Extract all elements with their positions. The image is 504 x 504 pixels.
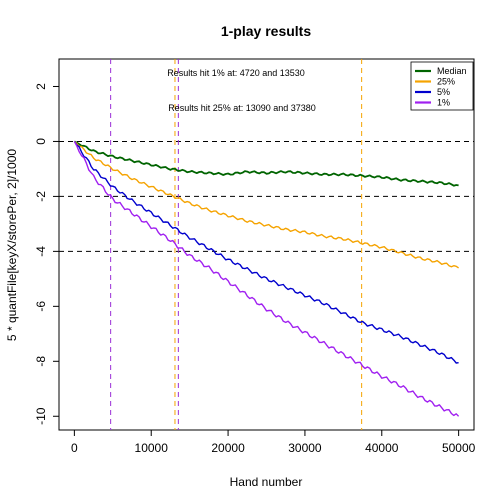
annotation-1pct: Results hit 1% at: 4720 and 13530 xyxy=(167,68,305,78)
series-line-2 xyxy=(73,140,459,269)
x-axis-label: Hand number xyxy=(230,475,303,489)
x-tick-label: 30000 xyxy=(288,441,322,455)
y-axis-label: 5 * quantFile[keyX/storePer, 2]/1000 xyxy=(5,149,19,341)
annotation-25pct: Results hit 25% at: 13090 and 37380 xyxy=(168,103,316,113)
y-tick-label: -4 xyxy=(34,246,48,257)
x-tick-label: 0 xyxy=(71,441,78,455)
y-tick-label: 2 xyxy=(34,83,48,90)
x-tick-label: 50000 xyxy=(442,441,476,455)
series-line-3 xyxy=(73,141,459,364)
y-tick-label: -2 xyxy=(34,191,48,202)
plot-frame xyxy=(58,58,475,431)
x-tick-label: 40000 xyxy=(365,441,399,455)
x-tick-label: 20000 xyxy=(211,441,245,455)
y-tick-label: -6 xyxy=(34,301,48,312)
y-tick-label: -8 xyxy=(34,356,48,367)
x-axis: 0 10000 20000 30000 40000 50000 xyxy=(71,430,476,455)
y-axis: 2 0 -2 -4 -6 -8 -10 xyxy=(34,83,59,425)
chart-title: 1-play results xyxy=(221,23,311,39)
y-tick-label: 0 xyxy=(34,138,48,145)
x-tick-label: 10000 xyxy=(135,441,169,455)
legend-label: 5% xyxy=(437,87,450,97)
legend-label: Median xyxy=(437,66,467,76)
y-tick-label: -10 xyxy=(34,407,48,425)
series-line-4 xyxy=(73,141,460,417)
series-line-1 xyxy=(73,140,459,187)
legend-label: 1% xyxy=(437,98,450,108)
reference-lines xyxy=(59,59,474,430)
series-lines xyxy=(73,140,460,417)
legend-label: 25% xyxy=(437,77,455,87)
